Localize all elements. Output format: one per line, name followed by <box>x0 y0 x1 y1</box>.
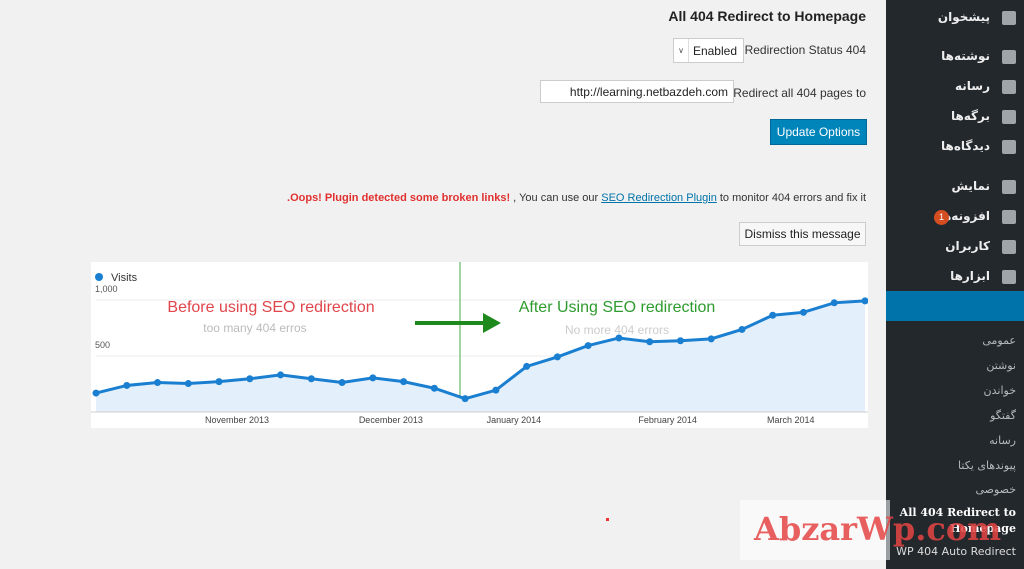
menu-item[interactable]: کاربران <box>945 239 990 253</box>
notice-warning: .Oops! Plugin detected some broken links… <box>287 192 511 204</box>
point <box>184 380 192 388</box>
menu-item[interactable]: پیشخوان <box>937 10 990 24</box>
legend-dot <box>95 273 103 281</box>
point <box>615 334 623 342</box>
notice: .Oops! Plugin detected some broken links… <box>287 192 866 204</box>
menu-icon <box>1002 80 1016 94</box>
menu-icon <box>1002 110 1016 124</box>
redirect-label: :Redirect all 404 pages to <box>729 86 866 100</box>
point <box>523 362 531 370</box>
menu-item[interactable]: ابزارها <box>950 269 990 283</box>
submenu-item[interactable]: گفتگو <box>990 409 1016 422</box>
status-select[interactable]: Enabled <box>673 38 744 63</box>
redirect-input[interactable]: http://learning.netbazdeh.com <box>540 80 734 103</box>
submenu-item[interactable]: خواندن <box>983 384 1016 397</box>
active-menu-bg <box>886 291 1024 321</box>
y-tick-label: 500 <box>95 340 110 350</box>
point <box>799 308 807 316</box>
submenu-item[interactable]: پیوندهای یکتا <box>958 459 1016 472</box>
point <box>584 342 592 350</box>
annotation: Before using SEO redirection <box>167 299 374 316</box>
x-tick-label: November 2013 <box>205 415 269 425</box>
point <box>307 375 315 383</box>
submenu-item[interactable]: عمومی <box>982 334 1016 347</box>
menu-icon <box>1002 210 1016 224</box>
submenu-item[interactable]: WP 404 Auto Redirect <box>896 545 1016 558</box>
notice-text: , You can use our <box>513 192 599 204</box>
point <box>123 381 131 389</box>
menu-item[interactable]: نوشته‌ها <box>941 49 990 63</box>
menu-item[interactable]: افزونه‌ها <box>938 209 990 223</box>
dismiss-button[interactable]: Dismiss this message <box>739 222 866 246</box>
select-arrow: ∨ <box>674 39 689 62</box>
menu-item[interactable]: رسانه <box>955 79 990 93</box>
menu-icon <box>1002 270 1016 284</box>
x-tick-label: March 2014 <box>767 415 815 425</box>
point <box>92 389 100 397</box>
menu-icon <box>1002 140 1016 154</box>
point <box>400 378 408 386</box>
submenu-item[interactable]: رسانه <box>989 434 1016 447</box>
point <box>769 311 777 319</box>
x-tick-label: December 2013 <box>359 415 423 425</box>
point <box>277 371 285 379</box>
point <box>154 379 162 387</box>
dot <box>606 518 609 521</box>
menu-icon <box>1002 240 1016 254</box>
point <box>430 384 438 392</box>
update-button[interactable]: Update Options <box>770 119 867 145</box>
submenu-item[interactable]: All 404 Redirect to Homepage <box>899 506 1016 535</box>
arrow-head <box>483 313 501 333</box>
x-tick-label: January 2014 <box>487 415 542 425</box>
watermark: AbzarWp.com <box>754 510 1002 548</box>
menu-icon <box>1002 50 1016 64</box>
point <box>246 375 254 383</box>
annotation: No more 404 errors <box>565 323 669 337</box>
point <box>646 338 654 346</box>
notice-text: to monitor 404 errors and fix it <box>719 192 866 204</box>
point <box>338 379 346 387</box>
chart-image: 1,000 500 November 2013 December 2013 Januar… <box>91 262 868 428</box>
badge: 1 <box>934 210 949 225</box>
annotation: After Using SEO redirection <box>519 299 716 316</box>
point <box>861 297 868 305</box>
notice-link[interactable]: SEO Redirection Plugin <box>601 192 717 204</box>
x-tick-label: February 2014 <box>638 415 697 425</box>
legend-label: Visits <box>111 272 138 284</box>
point <box>676 337 684 345</box>
line <box>95 299 866 401</box>
menu-item[interactable]: دیدگاه‌ها <box>941 139 990 153</box>
point <box>738 325 746 333</box>
point <box>215 378 223 386</box>
point <box>461 395 469 403</box>
annotation: too many 404 erros <box>203 321 306 335</box>
submenu-item[interactable]: نوشتن <box>986 359 1016 372</box>
point <box>830 299 838 307</box>
menu-icon <box>1002 180 1016 194</box>
menu-item[interactable]: نمایش <box>951 179 990 193</box>
watermark-bg <box>740 500 890 560</box>
menu-icon <box>1002 11 1016 25</box>
area <box>96 300 865 412</box>
point <box>553 353 561 361</box>
status-label: :Redirection Status 404 <box>741 43 866 57</box>
page-title: All 404 Redirect to Homepage <box>668 8 866 24</box>
point <box>707 335 715 343</box>
submenu-item[interactable]: خصوصی <box>975 483 1016 496</box>
menu-item[interactable]: برگه‌ها <box>950 109 990 123</box>
point <box>492 386 500 394</box>
point <box>369 374 377 382</box>
admin-sidebar: پیشخوان نوشته‌ها رسانه برگه‌ها دیدگاه‌ها نمای… <box>886 0 1024 569</box>
y-tick-label: 1,000 <box>95 284 118 294</box>
